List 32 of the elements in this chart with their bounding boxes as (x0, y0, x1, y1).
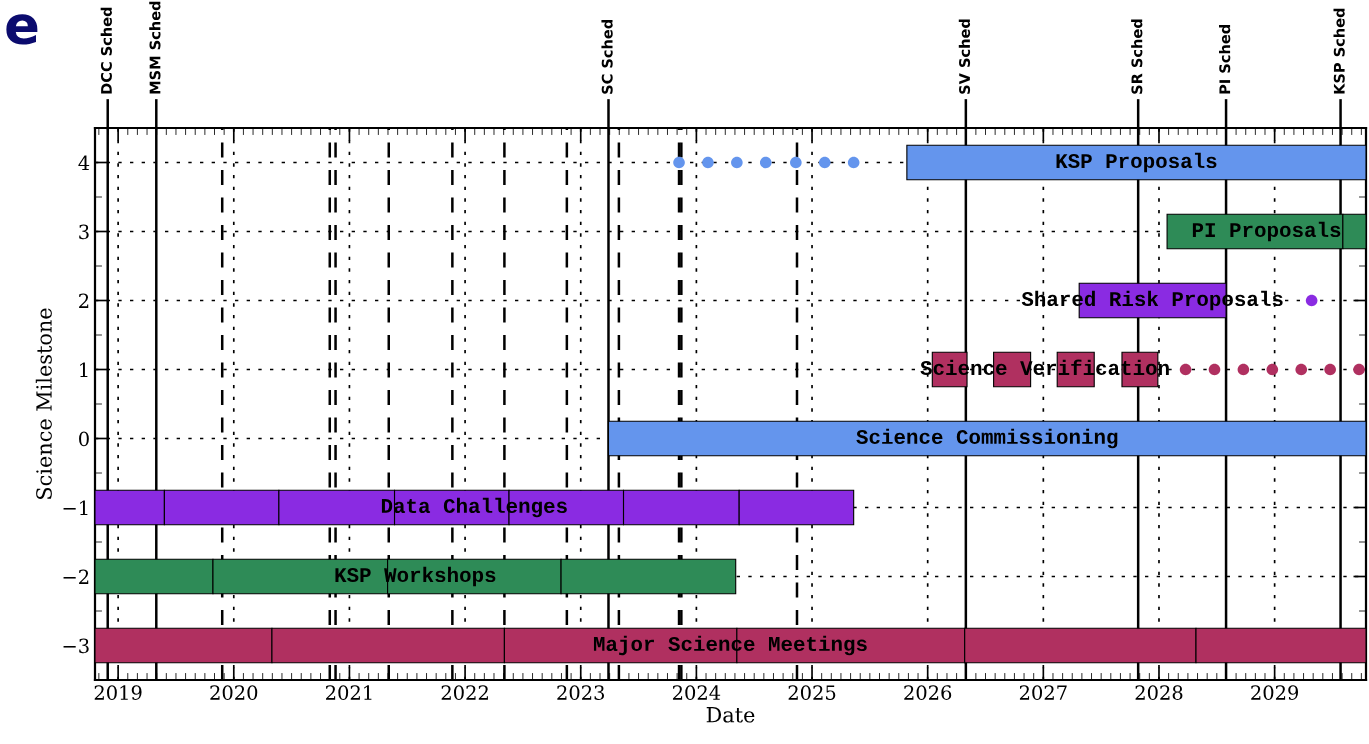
ref-line-label: PI Sched (1219, 25, 1231, 94)
y-tick-label: −2 (63, 569, 89, 584)
annotation: KSP Proposals (1056, 152, 1217, 173)
x-tick-label: 2021 (326, 685, 372, 700)
y-tick-label: 4 (78, 155, 90, 170)
y-tick-label: 3 (79, 224, 89, 240)
annotation: PI Proposals (1192, 221, 1341, 242)
ref-line-label: MSM Sched (149, 1, 161, 94)
x-axis-title: Date (706, 707, 755, 723)
y-tick-label: −3 (63, 638, 89, 654)
chart-title: e (6, 14, 38, 45)
annotation: Science Commissioning (856, 428, 1118, 449)
x-tick-label: 2019 (94, 685, 142, 700)
y-tick-label: 2 (79, 293, 89, 308)
x-tick-label: 2027 (1019, 685, 1067, 700)
ref-line-label: DCC Sched (100, 7, 112, 94)
x-tick-label: 2022 (441, 685, 488, 700)
y-tick-label: −1 (63, 500, 88, 515)
ref-line-label: SC Sched (601, 19, 613, 94)
x-tick-label: 2028 (1135, 685, 1183, 700)
x-tick-label: 2026 (904, 685, 952, 700)
y-tick-label: 0 (79, 431, 89, 447)
x-tick-label: 2029 (1251, 685, 1299, 700)
x-tick-label: 2025 (788, 685, 836, 700)
ref-line-label: SV Sched (958, 19, 971, 94)
x-tick-label: 2024 (672, 685, 721, 700)
x-tick-label: 2020 (210, 685, 258, 700)
ref-line-label: SR Sched (1131, 19, 1143, 94)
x-tick-label: 2023 (557, 685, 605, 700)
y-axis-title: Science Milestone (35, 308, 52, 499)
y-tick-label: 1 (80, 362, 88, 377)
ref-line-label: KSP Sched (1333, 8, 1345, 94)
